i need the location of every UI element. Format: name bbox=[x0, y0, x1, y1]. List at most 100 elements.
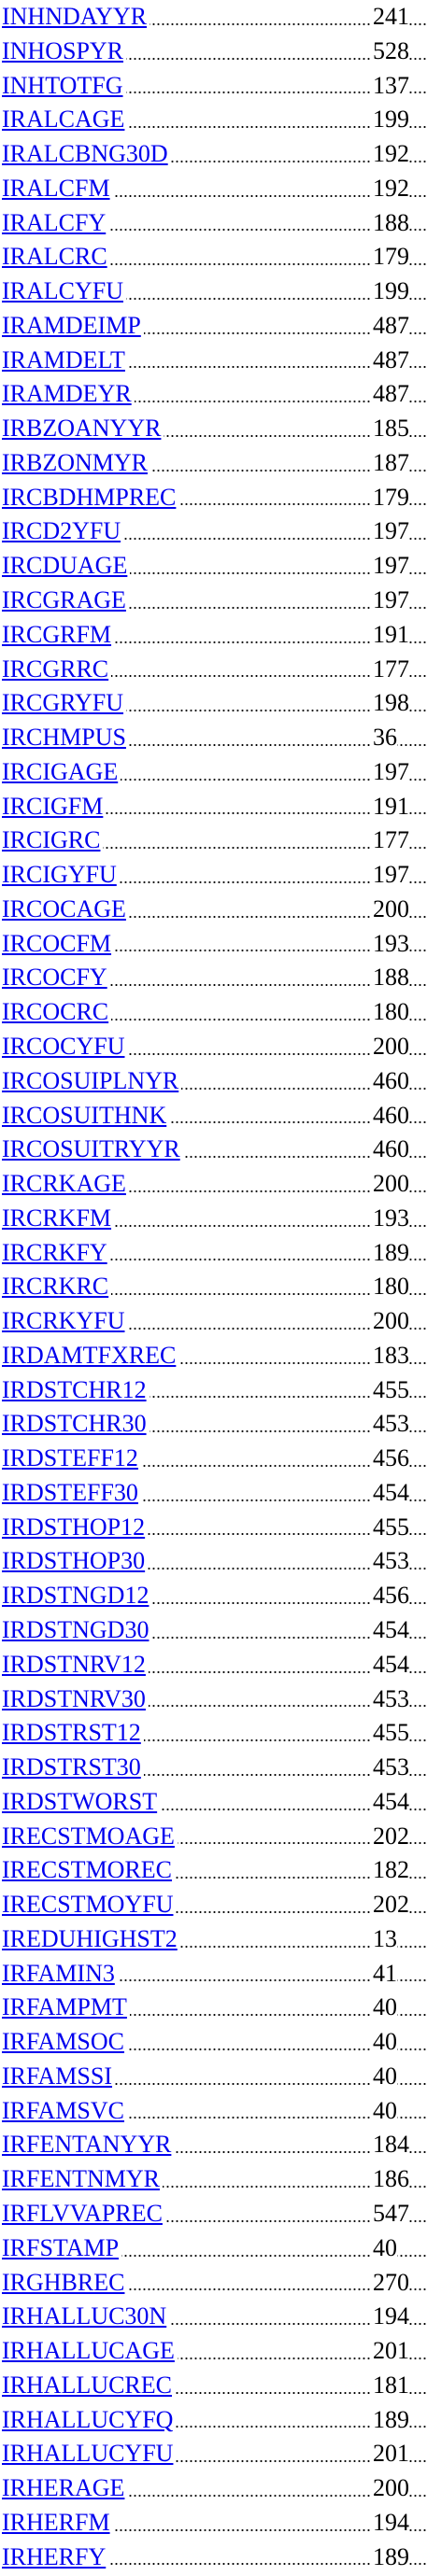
dot-leader bbox=[2, 1188, 427, 1194]
index-entry-page-number: 177 bbox=[370, 652, 409, 687]
index-entry-link[interactable]: IRHALLUCYFQ bbox=[2, 2402, 177, 2438]
index-entry-link[interactable]: IRCRKFY bbox=[2, 1235, 110, 1271]
index-entry-link[interactable]: IRCGRRC bbox=[2, 652, 112, 687]
index-entry-link[interactable]: IRCGRYFU bbox=[2, 686, 127, 722]
index-entry-link[interactable]: IRHALLUCAGE bbox=[2, 2334, 178, 2369]
index-entry-page-number: 180 bbox=[370, 995, 409, 1030]
dot-leader bbox=[2, 2080, 427, 2087]
index-entry-link[interactable]: IRALCFM bbox=[2, 171, 113, 206]
index-entry-link[interactable]: IRALCFY bbox=[2, 205, 109, 241]
index-entry: IRDSTNGD30 454 bbox=[0, 1612, 427, 1648]
index-entry-link[interactable]: IRCGRAGE bbox=[2, 584, 129, 618]
index-entry-page-number: 200 bbox=[370, 1029, 409, 1064]
index-entry-link[interactable]: IRDSTEFF30 bbox=[2, 1475, 141, 1511]
index-entry-link[interactable]: IRCIGYFU bbox=[2, 858, 120, 893]
index-entry-link[interactable]: IRFAMSOC bbox=[2, 2025, 128, 2060]
index-entry-link[interactable]: IRDSTCHR12 bbox=[2, 1372, 149, 1408]
index-entry-link[interactable]: IRDSTNRV12 bbox=[2, 1647, 149, 1682]
index-entry-link[interactable]: IRFAMPMT bbox=[2, 1991, 130, 2026]
dot-leader bbox=[2, 982, 427, 989]
index-entry-link[interactable]: IRDSTEFF12 bbox=[2, 1442, 141, 1476]
index-entry-link[interactable]: IRCRKAGE bbox=[2, 1167, 129, 1202]
index-entry-link[interactable]: IREDUHIGHST2 bbox=[2, 1921, 180, 1957]
index-entry-link[interactable]: IRCRKRC bbox=[2, 1270, 112, 1305]
index-entry-link[interactable]: IRDAMTFXREC bbox=[2, 1338, 179, 1373]
index-entry-link[interactable]: IRCIGFM bbox=[2, 789, 107, 824]
index-entry-link[interactable]: IRCOCRC bbox=[2, 995, 112, 1030]
dot-leader bbox=[2, 2252, 427, 2259]
index-entry-page-number: 202 bbox=[370, 1888, 409, 1922]
index-entry-link[interactable]: IRCD2YFU bbox=[2, 514, 124, 550]
index-entry-page-number: 487 bbox=[370, 377, 409, 413]
dot-leader bbox=[2, 2115, 427, 2121]
index-entry: IRCRKFY 189 bbox=[0, 1235, 427, 1271]
index-entry-link[interactable]: IRDSTCHR30 bbox=[2, 1407, 149, 1443]
index-entry: INHOSPYR 528 bbox=[0, 34, 427, 69]
index-entry-link[interactable]: IRFENTNMYR bbox=[2, 2162, 164, 2198]
index-entry-page-number: 455 bbox=[370, 1372, 409, 1408]
index-entry-link[interactable]: IRAMDELT bbox=[2, 343, 128, 378]
index-entry-link[interactable]: IRHALLUC30N bbox=[2, 2300, 170, 2335]
index-entry-page-number: 187 bbox=[370, 445, 409, 481]
index-entry-link[interactable]: IRHERFM bbox=[2, 2505, 113, 2541]
index-entry-link[interactable]: IRECSTMOREC bbox=[2, 1853, 176, 1889]
index-entry-link[interactable]: IRCOCFM bbox=[2, 926, 115, 962]
index-entry-link[interactable]: IRCOCFY bbox=[2, 961, 110, 996]
dot-leader bbox=[2, 295, 427, 302]
index-entry-link[interactable]: IRCIGRC bbox=[2, 823, 104, 859]
index-entry-link[interactable]: IRCDUAGE bbox=[2, 549, 131, 584]
index-entry-link[interactable]: IRHALLUCYFU bbox=[2, 2437, 177, 2472]
index-entry-link[interactable]: IRCOCAGE bbox=[2, 892, 129, 927]
index-entry-link[interactable]: IRFAMSSI bbox=[2, 2059, 116, 2094]
index-entry-link[interactable]: IRCIGAGE bbox=[2, 754, 121, 790]
index-entry-link[interactable]: IRDSTWORST bbox=[2, 1784, 161, 1820]
index-entry-link[interactable]: IRDSTHOP30 bbox=[2, 1544, 149, 1580]
index-entry-link[interactable]: IRFAMSVC bbox=[2, 2093, 128, 2129]
index-entry-link[interactable]: IRCHMPUS bbox=[2, 721, 129, 755]
dot-leader bbox=[2, 1806, 427, 1812]
index-entry-link[interactable]: IRECSTMOYFU bbox=[2, 1888, 177, 1922]
index-entry-link[interactable]: INHNDAYYR bbox=[2, 0, 150, 35]
index-entry-link[interactable]: IRCOSUIPLNYR bbox=[2, 1063, 182, 1099]
dot-leader bbox=[2, 1325, 427, 1331]
index-entry-link[interactable]: IRCOSUITHNK bbox=[2, 1098, 170, 1133]
index-entry-link[interactable]: INHOSPYR bbox=[2, 34, 127, 69]
index-entry-link[interactable]: IRCRKFM bbox=[2, 1201, 115, 1236]
index-entry-link[interactable]: IRALCAGE bbox=[2, 103, 128, 138]
index-entry-link[interactable]: IRDSTRST30 bbox=[2, 1751, 144, 1785]
index-entry: IRDSTRST12 455 bbox=[0, 1716, 427, 1752]
index-entry-link[interactable]: IRFAMIN3 bbox=[2, 1956, 118, 1992]
index-entry-link[interactable]: IRDSTNRV30 bbox=[2, 1682, 149, 1717]
index-entry-link[interactable]: IRHALLUCREC bbox=[2, 2368, 175, 2403]
index-entry-link[interactable]: IRFSTAMP bbox=[2, 2231, 122, 2266]
index-entry-link[interactable]: IRCRKYFU bbox=[2, 1304, 128, 1339]
index-entry-link[interactable]: IRBZONMYR bbox=[2, 445, 151, 481]
index-entry-link[interactable]: IRALCYFU bbox=[2, 274, 127, 309]
index-entry: IRHALLUCYFQ 189 bbox=[0, 2402, 427, 2438]
index-entry-link[interactable]: INHTOTFG bbox=[2, 68, 126, 104]
index-entry-link[interactable]: IRCGRFM bbox=[2, 617, 115, 653]
index-entry: IRFAMIN3 41 bbox=[0, 1956, 427, 1992]
dot-leader bbox=[2, 536, 427, 542]
index-entry-link[interactable]: IRCOCYFU bbox=[2, 1029, 128, 1064]
index-entry-link[interactable]: IRECSTMOAGE bbox=[2, 1819, 178, 1854]
index-entry-link[interactable]: IRDSTNGD12 bbox=[2, 1579, 152, 1613]
index-entry-link[interactable]: IRALCRC bbox=[2, 240, 110, 275]
index-entry-link[interactable]: IRAMDEIMP bbox=[2, 308, 144, 344]
index-entry-link[interactable]: IRHERFY bbox=[2, 2540, 109, 2575]
index-entry-link[interactable]: IRAMDEYR bbox=[2, 377, 135, 413]
index-entry-link[interactable]: IRFLVVAPREC bbox=[2, 2197, 165, 2231]
index-entry-link[interactable]: IRBZOANYYR bbox=[2, 412, 164, 446]
index-entry-link[interactable]: IRDSTHOP12 bbox=[2, 1510, 149, 1545]
index-entry-link[interactable]: IRCBDHMPREC bbox=[2, 480, 179, 515]
index-entry-link[interactable]: IRDSTNGD30 bbox=[2, 1612, 152, 1648]
dot-leader bbox=[2, 2389, 427, 2396]
index-entry-link[interactable]: IRDSTRST12 bbox=[2, 1716, 144, 1752]
index-entry-link[interactable]: IRCOSUITRYYR bbox=[2, 1133, 183, 1168]
index-entry-link[interactable]: IRGHBREC bbox=[2, 2265, 128, 2301]
index-entry: IRFENTANYYR 184 bbox=[0, 2128, 427, 2163]
index-entry-link[interactable]: IRHERAGE bbox=[2, 2471, 128, 2506]
index-entry-link[interactable]: IRFENTANYYR bbox=[2, 2128, 175, 2163]
index-entry-link[interactable]: IRALCBNG30D bbox=[2, 137, 171, 172]
